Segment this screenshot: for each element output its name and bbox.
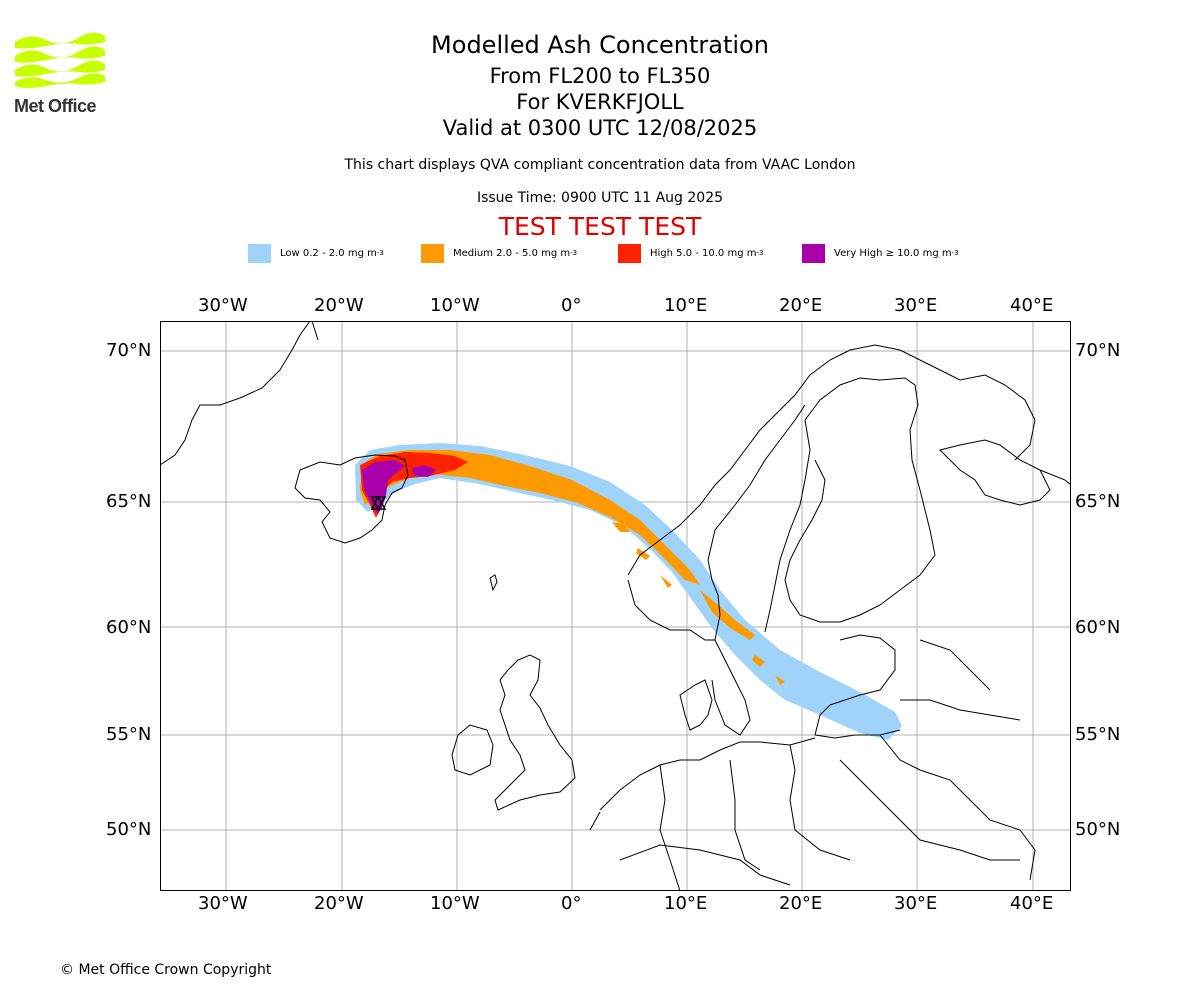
lat-label-right-70n: 70°N [1075, 340, 1121, 361]
legend-label-medium: Medium 2.0 - 5.0 mg m [453, 247, 571, 259]
lon-label-bottom-30e: 30°E [894, 893, 938, 914]
lat-label-left-65n: 65°N [106, 491, 152, 512]
legend-swatch-high [618, 243, 641, 263]
copyright-notice: © Met Office Crown Copyright [60, 962, 272, 978]
lat-label-left-60n: 60°N [106, 617, 152, 638]
legend-item-medium: Medium 2.0 - 5.0 mg m -3 [421, 243, 577, 263]
lon-label-top-40e: 40°E [1010, 295, 1054, 316]
met-office-wave-icon [15, 32, 105, 88]
graticule [160, 321, 1071, 891]
valid-time: Valid at 0300 UTC 12/08/2025 [442, 116, 758, 140]
logo-text: Met Office [14, 96, 97, 116]
ash-map[interactable] [160, 321, 1071, 891]
test-banner: TEST TEST TEST [498, 212, 702, 241]
coastlines [160, 321, 1071, 891]
map-background [160, 321, 1071, 891]
issue-time: Issue Time: 0900 UTC 11 Aug 2025 [476, 190, 724, 206]
lon-label-top-30w: 30°W [198, 295, 248, 316]
met-office-logo: Met Office [14, 30, 109, 116]
lon-label-bottom-20e: 20°E [779, 893, 823, 914]
lon-label-bottom-20w: 20°W [314, 893, 364, 914]
legend-item-high: High 5.0 - 10.0 mg m -3 [618, 243, 763, 263]
lat-label-right-60n: 60°N [1075, 617, 1121, 638]
volcano-triangle-icon[interactable] [370, 495, 387, 511]
lon-label-bottom-10e: 10°E [664, 893, 708, 914]
flight-level-range: From FL200 to FL350 [489, 64, 711, 88]
lat-label-right-50n: 50°N [1075, 819, 1121, 840]
compliance-note: This chart displays QVA compliant concen… [344, 157, 856, 173]
lon-label-top-30e: 30°E [894, 295, 938, 316]
volcano-name: For KVERKFJOLL [516, 90, 684, 114]
lon-label-bottom-10w: 10°W [430, 893, 480, 914]
legend-item-very-high: Very High ≥ 10.0 mg m -3 [802, 243, 959, 263]
ash-low-concentration [355, 443, 902, 740]
lon-label-bottom-30w: 30°W [198, 893, 248, 914]
legend-swatch-medium [421, 243, 444, 263]
legend-label-very-high: Very High ≥ 10.0 mg m [834, 247, 952, 259]
legend-label-high: High 5.0 - 10.0 mg m [650, 247, 757, 259]
lon-label-top-10e: 10°E [664, 295, 708, 316]
lon-label-bottom-0: 0° [561, 893, 582, 914]
legend-swatch-low [248, 243, 271, 263]
legend-label-low: Low 0.2 - 2.0 mg m [280, 247, 377, 259]
map-frame [160, 321, 1071, 891]
lat-label-left-55n: 55°N [106, 724, 152, 745]
legend-item-low: Low 0.2 - 2.0 mg m -3 [248, 243, 384, 263]
lon-label-top-0: 0° [561, 295, 582, 316]
lat-label-left-50n: 50°N [106, 819, 152, 840]
chart-title: Modelled Ash Concentration [431, 31, 769, 59]
lon-label-top-10w: 10°W [430, 295, 480, 316]
lon-label-top-20w: 20°W [314, 295, 364, 316]
ash-very-high-concentration [362, 460, 436, 514]
lat-label-right-65n: 65°N [1075, 491, 1121, 512]
legend-swatch-very-high [802, 243, 825, 263]
lon-label-bottom-40e: 40°E [1010, 893, 1054, 914]
lat-label-right-55n: 55°N [1075, 724, 1121, 745]
lat-label-left-70n: 70°N [106, 340, 152, 361]
lon-label-top-20e: 20°E [779, 295, 823, 316]
